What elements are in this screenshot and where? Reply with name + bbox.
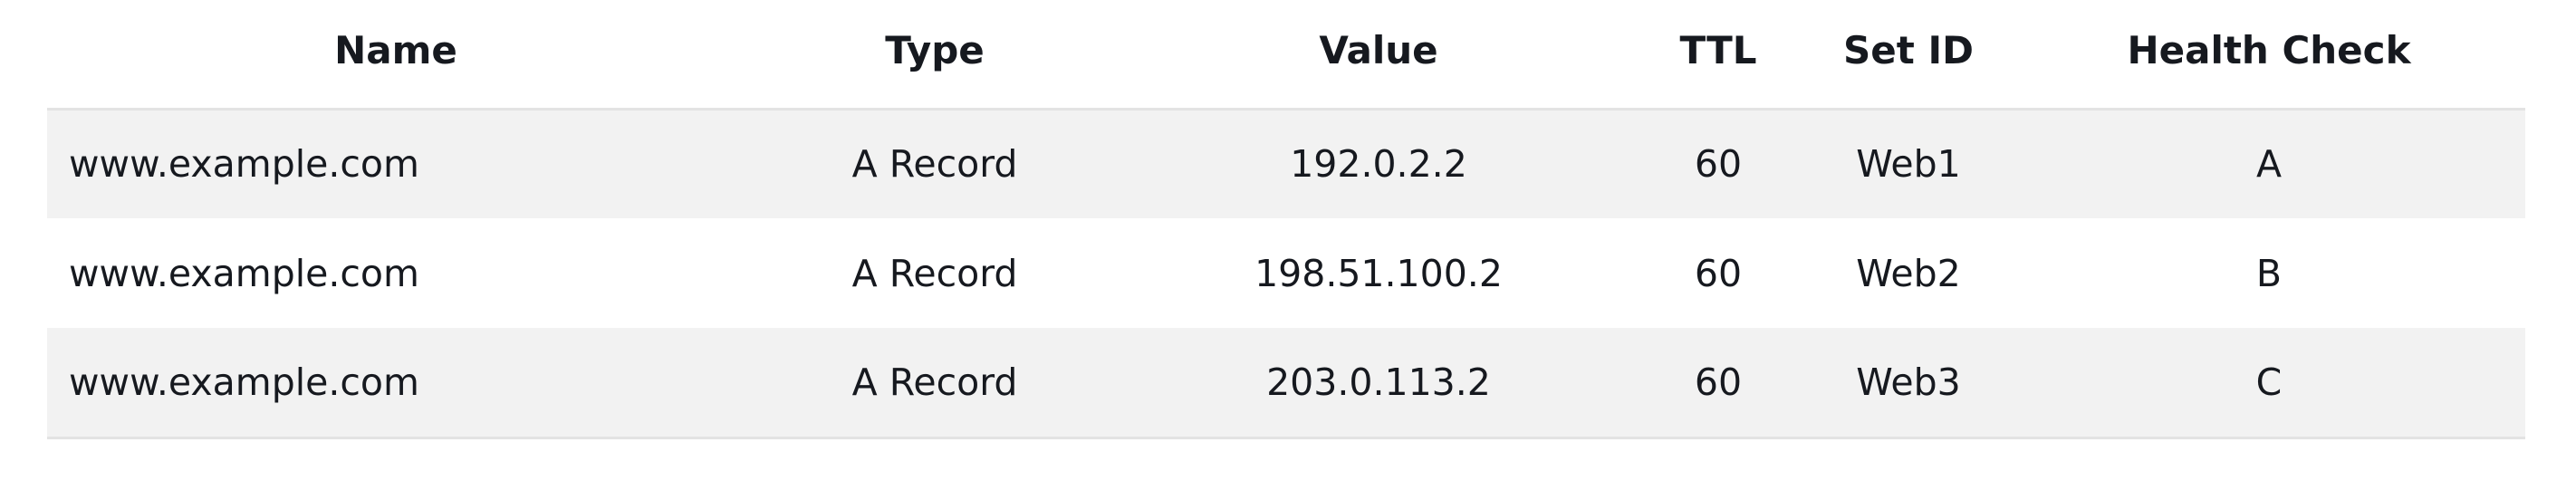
cell-value: 203.0.113.2 [1266,360,1491,404]
cell-ttl: 60 [1694,142,1743,187]
table-row: www.example.com A Record 203.0.113.2 60 … [47,328,2525,438]
column-header-value: Value [1319,27,1438,72]
cell-name: www.example.com [69,251,419,295]
column-header-health-check: Health Check [2127,27,2411,72]
cell-set-id: Web2 [1856,251,1961,295]
column-header-type: Type [885,27,985,72]
column-header-set-id: Set ID [1843,27,1974,72]
cell-health-check: C [2255,360,2283,404]
header-row: Name Type Value TTL Set ID Health Check [47,0,2525,109]
cell-set-id: Web3 [1856,360,1961,404]
cell-health-check: B [2255,251,2283,295]
cell-name: www.example.com [69,360,419,404]
column-header-ttl: TTL [1679,27,1757,72]
table-row: www.example.com A Record 192.0.2.2 60 We… [47,109,2525,218]
cell-set-id: Web1 [1856,142,1961,187]
cell-type: A Record [851,251,1018,295]
table-row: www.example.com A Record 198.51.100.2 60… [47,218,2525,328]
cell-ttl: 60 [1694,251,1743,295]
cell-health-check: A [2255,142,2283,187]
dns-records-table-container: Name Type Value TTL Set ID Health Check … [47,0,2525,439]
table-header: Name Type Value TTL Set ID Health Check [47,0,2525,109]
dns-records-table: Name Type Value TTL Set ID Health Check … [47,0,2525,439]
cell-name: www.example.com [69,142,419,187]
cell-type: A Record [851,360,1018,404]
cell-value: 192.0.2.2 [1290,142,1467,187]
table-body: www.example.com A Record 192.0.2.2 60 We… [47,109,2525,438]
cell-type: A Record [851,142,1018,187]
cell-ttl: 60 [1694,360,1743,404]
column-header-name: Name [334,27,457,72]
cell-value: 198.51.100.2 [1254,251,1503,295]
